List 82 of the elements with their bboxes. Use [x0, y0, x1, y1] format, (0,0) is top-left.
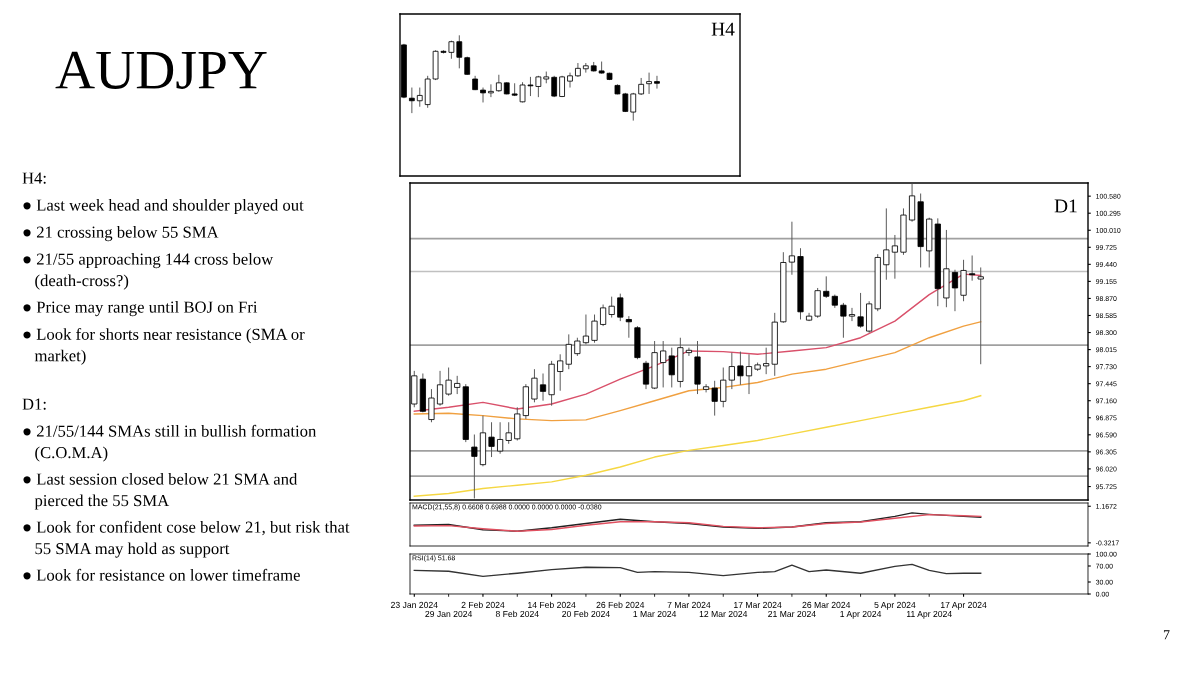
candlestick	[720, 367, 727, 408]
candlestick	[788, 221, 795, 276]
candlestick	[408, 87, 415, 114]
x-tick-label: 11 Apr 2024	[906, 610, 952, 619]
candlestick	[654, 75, 660, 90]
line-series	[413, 394, 982, 497]
candlestick	[883, 207, 890, 281]
candlestick	[703, 383, 710, 393]
candlestick	[630, 92, 637, 122]
candlestick	[488, 421, 495, 458]
candlestick	[539, 373, 547, 402]
x-tick-label: 5 Apr 2024	[874, 601, 916, 610]
candlestick	[763, 347, 770, 375]
text: ● 21/55/144 SMAs still in bullish formation (C.O.M.A)	[23, 424, 317, 462]
candlestick	[891, 234, 898, 280]
candlestick	[711, 380, 718, 417]
chart-title: H4	[711, 22, 735, 36]
candlestick	[575, 62, 581, 78]
text: AUDJPY	[55, 51, 267, 89]
line-series	[413, 321, 982, 422]
text: H4:	[22, 172, 46, 184]
candlestick	[728, 352, 735, 390]
candlestick	[600, 304, 607, 327]
candlestick	[488, 83, 494, 98]
candlestick	[608, 296, 615, 319]
candlestick	[646, 72, 652, 95]
text: ● Look for confident cose below 21, but risk that 55 SMA may hold as support	[23, 520, 350, 558]
text: ● Last session closed below 21 SMA and pierced the 55 SMA	[23, 473, 298, 510]
candlestick	[480, 87, 486, 103]
x-tick-label: 23 Jan 2024	[391, 601, 438, 608]
candlestick	[660, 340, 667, 388]
candlestick	[969, 255, 976, 282]
line-series	[413, 563, 982, 578]
candlestick	[951, 269, 959, 312]
text: ● Last week head and shoulder played out	[23, 199, 304, 215]
text: 7	[1163, 630, 1170, 640]
x-tick-label: 26 Mar 2024	[802, 601, 851, 608]
x-tick-label: 12 Mar 2024	[699, 610, 748, 617]
candlestick	[591, 314, 598, 344]
x-tick-label: 17 Apr 2024	[940, 601, 987, 610]
text: ● Look for resistance on lower timeframe	[23, 568, 300, 581]
candlestick	[497, 421, 504, 455]
candlestick	[685, 347, 692, 357]
x-tick-label: 26 Feb 2024	[596, 601, 645, 608]
x-tick-label: 1 Mar 2024	[633, 610, 677, 617]
candlestick	[857, 292, 864, 329]
text: D1:	[22, 398, 46, 410]
x-tick-label: 17 Mar 2024	[734, 601, 782, 608]
candlestick	[436, 370, 444, 407]
x-tick-label: 7 Mar 2024	[667, 601, 711, 608]
text: ● Price may range until BOJ on Fri	[23, 301, 258, 317]
text: ● Look for shorts near resistance (SMA or market)	[23, 328, 305, 365]
candlestick	[428, 388, 435, 423]
candlestick	[567, 72, 573, 89]
candlestick	[977, 266, 984, 365]
text: D1	[1054, 199, 1077, 213]
line-series	[413, 273, 982, 412]
x-tick-label: 1 Apr 2024	[840, 610, 882, 619]
candlestick	[617, 293, 624, 322]
candlestick	[505, 421, 512, 445]
candlestick	[823, 275, 830, 299]
candlestick	[456, 34, 463, 69]
candlestick	[642, 360, 650, 390]
candlestick	[668, 347, 675, 388]
candlestick	[574, 337, 581, 357]
x-tick-label: 14 Feb 2024	[528, 601, 576, 608]
candlestick	[625, 315, 632, 339]
x-tick-label: 2 Feb 2024	[461, 601, 505, 608]
text: ● 21/55 approaching 144 cross below (death-cross?)	[23, 253, 274, 290]
candlestick	[737, 351, 744, 386]
candlestick	[531, 368, 538, 403]
candlestick	[416, 87, 423, 108]
candlestick	[445, 367, 452, 397]
candlestick	[848, 307, 856, 322]
candlestick	[582, 314, 590, 345]
x-tick-label: 21 Mar 2024	[768, 610, 816, 617]
candlestick	[840, 302, 847, 339]
x-tick-label: 8 Feb 2024	[495, 610, 539, 617]
text: ● 21 crossing below 55 SMA	[23, 226, 219, 242]
candlestick	[745, 353, 753, 395]
x-tick-label: 29 Jan 2024	[425, 610, 473, 617]
x-tick-label: 20 Feb 2024	[562, 610, 610, 617]
